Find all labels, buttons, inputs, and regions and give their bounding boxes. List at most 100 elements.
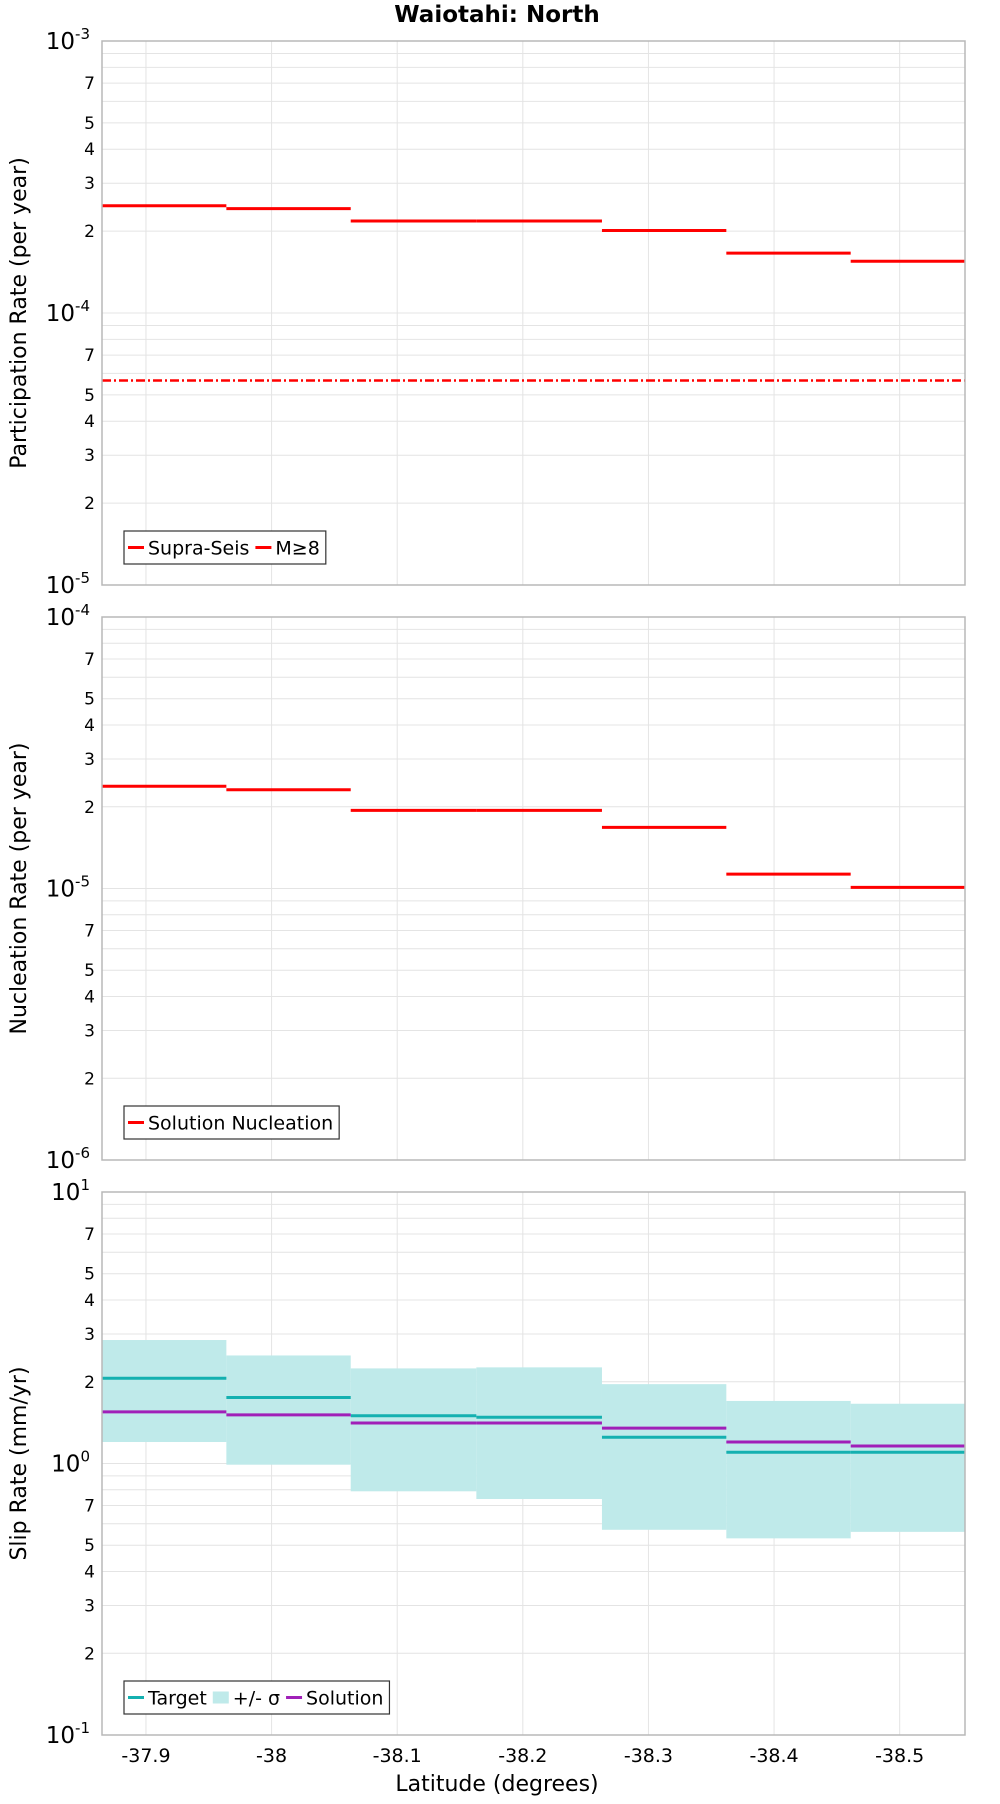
y-tick-major-label: 10-5: [46, 873, 90, 903]
y-axis-label: Slip Rate (mm/yr): [7, 1366, 32, 1560]
y-tick-minor-label: 5: [84, 114, 95, 134]
band-segment: [726, 1400, 851, 1539]
y-tick-major-label: 10-6: [46, 1144, 90, 1174]
legend-label: Target: [147, 1688, 207, 1710]
x-tick-label: -38.4: [749, 1745, 798, 1767]
y-tick-major-label: 10-1: [46, 1719, 90, 1749]
chart-title: Waiotahi: North: [394, 2, 600, 28]
y-tick-exponent: 1: [80, 1176, 90, 1194]
y-tick-base: 10: [46, 877, 75, 903]
y-tick-exponent: -3: [75, 25, 90, 43]
y-tick-minor-label: 4: [84, 140, 95, 160]
y-tick-exponent: -5: [75, 569, 90, 587]
y-tick-minor-label: 4: [84, 1291, 95, 1311]
x-tick-label: -38.2: [498, 1745, 547, 1767]
plot-frame: [101, 1191, 966, 1736]
x-tick-label: -38.5: [875, 1745, 924, 1767]
band-segment: [102, 1340, 227, 1443]
y-tick-major-label: 100: [51, 1448, 90, 1478]
grid: [102, 41, 965, 585]
band-segment: [850, 1403, 965, 1532]
x-tick-label: -38.3: [624, 1745, 673, 1767]
band-segment: [350, 1368, 477, 1492]
legend-label: M≥8: [275, 538, 319, 560]
y-tick-base: 10: [46, 605, 75, 631]
y-tick-minor-label: 4: [84, 988, 95, 1008]
y-tick-exponent: -1: [75, 1719, 90, 1737]
y-tick-base: 10: [46, 1148, 75, 1174]
y-tick-minor-label: 7: [84, 1225, 95, 1245]
y-tick-minor-label: 7: [84, 1497, 95, 1517]
y-tick-major-label: 10-3: [46, 25, 90, 55]
y-tick-minor-label: 5: [84, 1265, 95, 1285]
band-segment: [226, 1355, 351, 1465]
y-tick-minor-label: 2: [84, 798, 95, 818]
y-tick-minor-label: 2: [84, 1373, 95, 1393]
y-tick-minor-label: 2: [84, 222, 95, 242]
y-tick-minor-label: 7: [84, 650, 95, 670]
y-tick-minor-label: 7: [84, 74, 95, 94]
legend-label: Supra-Seis: [148, 538, 249, 560]
y-tick-minor-label: 5: [84, 690, 95, 710]
y-tick-minor-label: 2: [84, 1069, 95, 1089]
y-tick-base: 10: [46, 301, 75, 327]
y-tick-minor-label: 2: [84, 494, 95, 514]
y-tick-major-label: 10-5: [46, 569, 90, 599]
y-tick-minor-label: 3: [84, 1021, 95, 1041]
legend-label: +/- σ: [233, 1688, 280, 1710]
y-tick-minor-label: 7: [84, 346, 95, 366]
band-+/- σ: [102, 1340, 965, 1539]
y-tick-minor-label: 3: [84, 446, 95, 466]
x-axis-label: Latitude (degrees): [395, 1772, 598, 1797]
y-tick-base: 10: [51, 1180, 80, 1206]
series-1: [102, 784, 965, 889]
y-tick-minor-label: 2: [84, 1644, 95, 1664]
y-tick-minor-label: 5: [84, 386, 95, 406]
y-tick-exponent: -4: [75, 297, 90, 315]
y-tick-major-label: 10-4: [46, 297, 90, 327]
series-1: [102, 1376, 965, 1454]
y-tick-minor-label: 7: [84, 922, 95, 942]
legend: Target +/- σ Solution: [123, 1680, 391, 1715]
y-tick-minor-label: 3: [84, 1325, 95, 1345]
y-tick-major-label: 10-4: [46, 601, 90, 631]
y-tick-exponent: -5: [75, 873, 90, 891]
y-tick-exponent: -6: [75, 1144, 90, 1162]
y-axis-label: Participation Rate (per year): [7, 157, 32, 469]
y-tick-base: 10: [51, 1452, 80, 1478]
legend-box: [123, 1680, 391, 1715]
legend: Solution Nucleation: [123, 1105, 340, 1140]
series-2: [102, 1410, 965, 1448]
y-tick-minor-label: 5: [84, 961, 95, 981]
x-ticks: -37.9 -38 -38.1 -38.2 -38.3 -38.4 -38.5: [121, 1745, 924, 1767]
band-segment: [601, 1384, 727, 1530]
y-tick-minor-label: 4: [84, 412, 95, 432]
legend-label: Solution: [306, 1688, 383, 1710]
y-tick-minor-label: 3: [84, 750, 95, 770]
y-tick-minor-label: 4: [84, 1563, 95, 1583]
y-axis-label: Nucleation Rate (per year): [7, 743, 32, 1035]
x-tick-label: -38.1: [373, 1745, 422, 1767]
y-tick-base: 10: [46, 29, 75, 55]
y-tick-exponent: -4: [75, 601, 90, 619]
x-tick-label: -37.9: [121, 1745, 170, 1767]
x-tick-label: -38: [256, 1745, 287, 1767]
legend-label: Solution Nucleation: [148, 1113, 333, 1135]
y-tick-minor-label: 3: [84, 1596, 95, 1616]
y-tick-exponent: 0: [80, 1448, 90, 1466]
band-segment: [476, 1367, 602, 1500]
y-tick-minor-label: 3: [84, 174, 95, 194]
plot-frame: [101, 616, 966, 1161]
y-tick-minor-label: 5: [84, 1536, 95, 1556]
y-tick-base: 10: [46, 1723, 75, 1749]
legend-box: [123, 1105, 340, 1140]
legend: Supra-Seis M≥8: [123, 530, 327, 565]
legend-swatch: [212, 1691, 229, 1704]
grid: [102, 617, 965, 1160]
